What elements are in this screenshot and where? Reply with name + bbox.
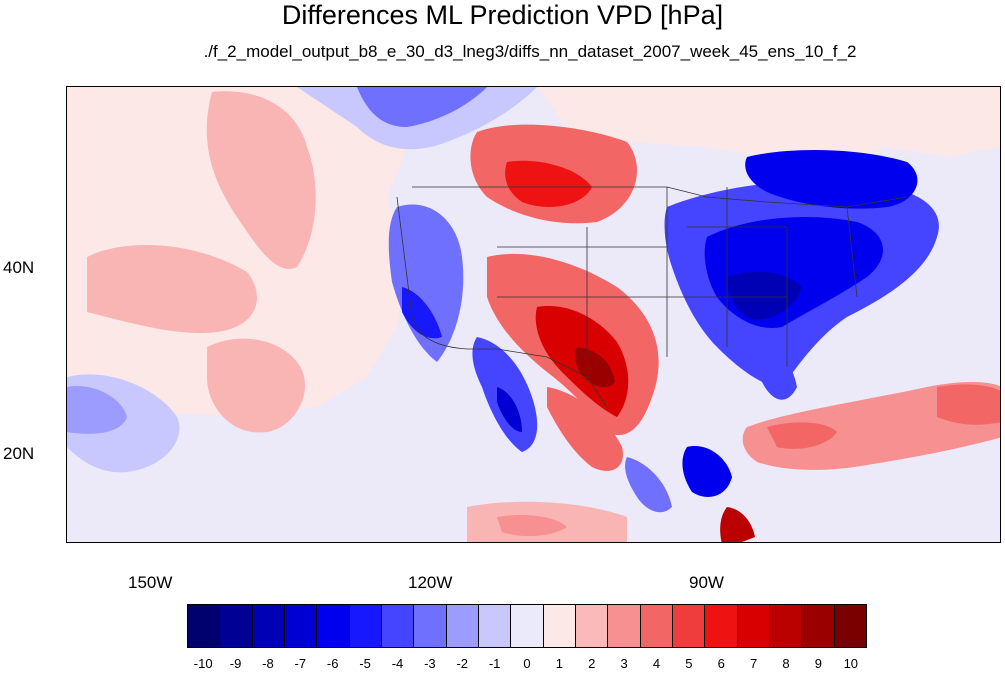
colorbar-swatch: [381, 605, 415, 647]
colorbar-swatch: [769, 605, 803, 647]
colorbar-swatch: [220, 605, 253, 647]
colorbar-label: 4: [652, 656, 661, 671]
pacific-negative-core: [67, 386, 127, 434]
map-subtitle: ./f_2_model_output_b8_e_30_d3_lneg3/diff…: [203, 42, 857, 61]
colorbar-label: 5: [685, 656, 693, 671]
ohio-valley-negative-core: [727, 271, 802, 320]
central-america-negative: [625, 457, 672, 513]
pacific-coast-negative: [388, 204, 464, 362]
colorbar-swatch: [414, 605, 447, 647]
costa-rica-positive: [720, 507, 755, 542]
northern-light-positive: [537, 87, 1000, 167]
colorbar: [187, 604, 867, 648]
colorbar-swatch: [640, 605, 673, 647]
atlantic-positive-core: [937, 384, 1000, 425]
colorbar-swatch: [511, 605, 544, 647]
lon-label-90w: 90W: [689, 573, 724, 592]
yucatan-negative: [682, 446, 732, 497]
colorbar-label: 8: [782, 656, 790, 671]
colorbar-swatch: [705, 605, 738, 647]
colorbar-swatch: [188, 605, 221, 647]
mexico-positive: [547, 387, 623, 471]
florida-negative: [754, 337, 797, 400]
colorbar-label: 10: [843, 656, 859, 671]
colorbar-swatch: [834, 605, 866, 647]
map-title: Differences ML Prediction VPD [hPa]: [281, 0, 724, 30]
pacific-positive-blob-2: [87, 245, 257, 333]
colorbar-swatch: [252, 605, 285, 647]
colorbar-label: -2: [456, 656, 469, 671]
lat-label-20n: 20N: [3, 444, 35, 463]
colorbar-label: -4: [391, 656, 404, 671]
pacific-positive-blob-3: [207, 338, 306, 433]
colorbar-label: 2: [588, 656, 596, 671]
lat-label-40n: 40N: [3, 258, 35, 277]
colorbar-label: 1: [555, 656, 563, 671]
colorbar-label: -3: [424, 656, 436, 671]
colorbar-swatch: [737, 605, 770, 647]
sierra-madre-negative-core: [497, 387, 522, 432]
colorbar-label: -7: [294, 656, 307, 671]
colorbar-label: 7: [750, 656, 758, 671]
colorbar-label: -8: [262, 656, 274, 671]
colorbar-label: 6: [717, 656, 725, 671]
colorbar-label: -10: [193, 656, 213, 671]
colorbar-swatch: [446, 605, 479, 647]
lon-label-150w: 150W: [128, 573, 173, 592]
pacific-light-positive: [67, 87, 407, 417]
colorbar-swatch: [478, 605, 512, 647]
colorbar-label: 0: [523, 656, 531, 671]
lon-label-120w: 120W: [408, 573, 453, 592]
political-boundaries: [396, 186, 908, 408]
colorbar-swatch: [284, 605, 318, 647]
gulf-alaska-negative-core: [357, 87, 487, 127]
colorbar-labels: -10 -9 -8 -7 -6 -5 -4 -3 -2 -1 0 1 2 3 4 5 6 7 8 9 10: [187, 657, 867, 673]
quebec-negative: [745, 150, 918, 209]
colorbar-swatch: [317, 605, 350, 647]
vpd-difference-map: [66, 86, 1001, 543]
colorbar-swatch: [349, 605, 382, 647]
colorbar-swatch: [802, 605, 835, 647]
texas-positive-peak: [574, 347, 615, 388]
atlantic-positive-band: [742, 382, 1000, 470]
colorbar-label: -5: [359, 656, 371, 671]
colorbar-label: -1: [488, 656, 501, 671]
colorbar-swatch: [575, 605, 609, 647]
colorbar-swatch: [543, 605, 576, 647]
colorbar-label: -9: [229, 656, 242, 671]
northern-plains-positive-core: [505, 160, 592, 207]
southern-pacific-positive-core: [497, 515, 567, 537]
colorbar-label: 9: [814, 656, 823, 671]
colorbar-label: 3: [620, 656, 628, 671]
caribbean-positive-core: [767, 422, 837, 449]
map-canvas: [67, 87, 1000, 542]
colorbar-swatch: [672, 605, 706, 647]
pacific-positive-blob-1: [206, 91, 316, 269]
colorbar-label: -6: [326, 656, 339, 671]
colorbar-swatch: [608, 605, 641, 647]
california-negative-core: [402, 287, 442, 339]
